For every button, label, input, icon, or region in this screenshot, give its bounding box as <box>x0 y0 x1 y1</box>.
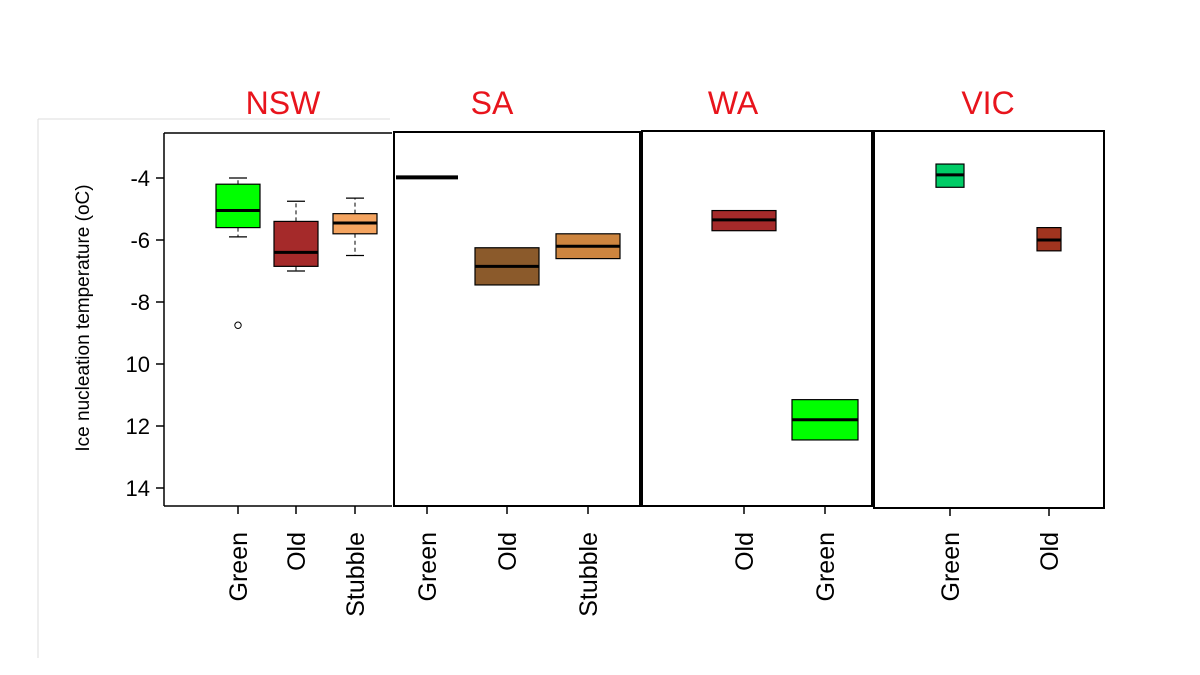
box-old: Old <box>1036 227 1064 571</box>
panel-vic: VIC Green Old <box>873 85 1105 601</box>
region-title: VIC <box>961 85 1014 121</box>
panel-sa: SA Green Old Stubble <box>393 85 641 617</box>
category-label: Green <box>414 532 442 601</box>
category-label: Stubble <box>342 532 370 617</box>
box-old: Old <box>474 247 540 571</box>
box-green: Green <box>396 175 458 601</box>
panel-frame <box>641 130 873 507</box>
panels: NSW Green Old Stubble SA Green Old Stubble WA Old… <box>164 85 1105 617</box>
region-title: SA <box>471 85 514 121</box>
outlier-point <box>234 321 242 329</box>
category-label: Old <box>731 532 759 571</box>
box-stubble: Stubble <box>332 197 378 617</box>
box-green: Green <box>791 399 859 601</box>
region-title: NSW <box>246 85 321 121</box>
category-label: Old <box>494 532 522 571</box>
y-tick-label: -8 <box>130 290 150 315</box>
y-axis-title: Ice nucleation temperature (oC) <box>73 184 94 451</box>
category-label: Green <box>812 532 840 601</box>
y-tick-label: -4 <box>130 166 150 191</box>
category-label: Old <box>1036 532 1064 571</box>
y-tick-label: 12 <box>126 414 150 439</box>
panel-wa: WA Old Green <box>641 85 873 601</box>
y-tick-label: 10 <box>126 352 150 377</box>
box-old: Old <box>273 200 319 571</box>
panel-frame <box>873 130 1105 509</box>
y-tick-label: 14 <box>126 476 150 501</box>
category-label: Green <box>937 532 965 601</box>
box-iqr <box>215 183 261 229</box>
panel-frame <box>393 131 641 507</box>
category-label: Stubble <box>575 532 603 617</box>
category-label: Green <box>225 532 253 601</box>
y-axis: -4 -6 -8 10 12 14 <box>126 133 165 506</box>
panel-nsw: NSW Green Old Stubble <box>164 85 392 617</box>
box-old: Old <box>711 209 777 571</box>
box-iqr <box>273 220 319 267</box>
box-green: Green <box>215 177 261 601</box>
region-title: WA <box>708 85 759 121</box>
category-label: Old <box>283 532 311 571</box>
box-green: Green <box>935 163 965 601</box>
y-tick-label: -6 <box>130 228 150 253</box>
box-stubble: Stubble <box>555 233 621 617</box>
